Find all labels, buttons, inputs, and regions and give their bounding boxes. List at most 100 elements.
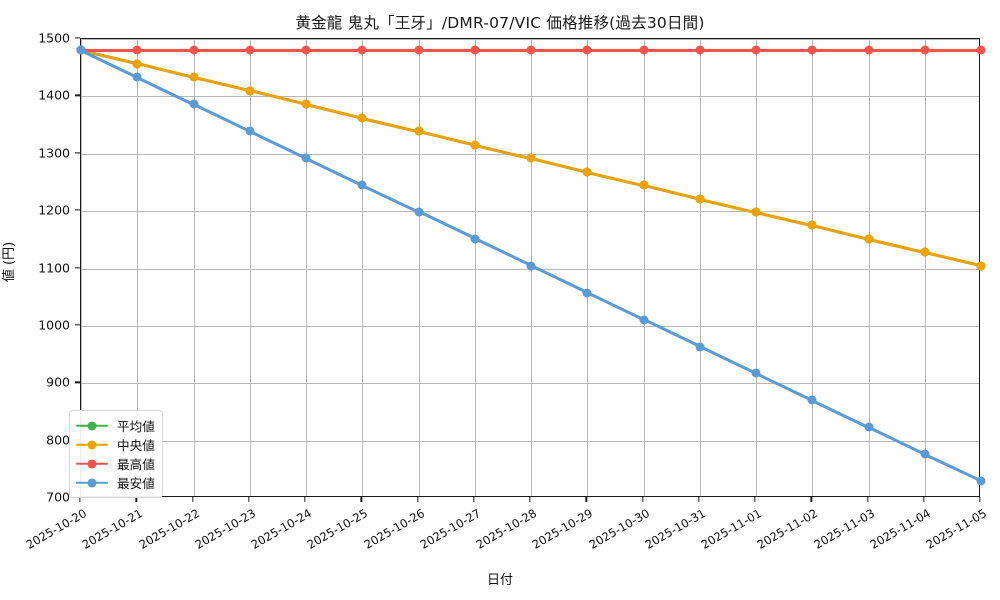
series-line-中央値 bbox=[305, 103, 363, 120]
data-point[interactable] bbox=[526, 153, 536, 163]
gridline-vertical bbox=[587, 39, 589, 496]
data-point[interactable] bbox=[470, 140, 480, 150]
y-axis-tick-label: 1400 bbox=[38, 87, 70, 103]
series-line-最高値 bbox=[812, 49, 869, 52]
data-point[interactable] bbox=[976, 45, 986, 55]
chart-legend[interactable]: 平均値 中央値 最高値 最安値 bbox=[69, 410, 163, 498]
chart-title: 黄金龍 鬼丸「王牙」/DMR-07/VIC 価格推移(過去30日間) bbox=[295, 14, 705, 32]
data-point[interactable] bbox=[639, 315, 648, 325]
series-line-最高値 bbox=[193, 49, 250, 52]
data-point[interactable] bbox=[245, 45, 255, 55]
data-point[interactable] bbox=[132, 72, 142, 82]
y-axis-label: 値 (円) bbox=[2, 241, 17, 283]
legend-swatch-icon bbox=[76, 420, 108, 432]
series-line-最安値 bbox=[924, 453, 982, 482]
data-point[interactable] bbox=[751, 45, 761, 55]
legend-item-平均値[interactable]: 平均値 bbox=[76, 416, 155, 435]
series-line-中央値 bbox=[474, 143, 532, 160]
legend-swatch-icon bbox=[76, 477, 108, 489]
legend-item-最高値[interactable]: 最高値 bbox=[76, 454, 155, 473]
data-point[interactable] bbox=[132, 45, 142, 55]
legend-swatch-icon bbox=[76, 458, 108, 470]
data-point[interactable] bbox=[976, 261, 986, 271]
data-point[interactable] bbox=[695, 194, 705, 204]
data-point[interactable] bbox=[582, 288, 592, 298]
x-axis-label: 日付 bbox=[486, 573, 513, 588]
data-point[interactable] bbox=[76, 45, 86, 55]
data-point[interactable] bbox=[414, 45, 423, 55]
legend-marker-dot-icon bbox=[87, 421, 97, 430]
legend-item-中央値[interactable]: 中央値 bbox=[76, 435, 155, 454]
series-line-最高値 bbox=[249, 49, 306, 52]
data-point[interactable] bbox=[357, 180, 367, 190]
data-point[interactable] bbox=[864, 234, 873, 244]
data-point[interactable] bbox=[751, 207, 761, 217]
data-point[interactable] bbox=[245, 126, 255, 136]
x-axis-tick-mark bbox=[529, 497, 531, 502]
gridline-horizontal bbox=[81, 96, 979, 98]
y-axis-tick-label: 1100 bbox=[38, 260, 70, 275]
data-point[interactable] bbox=[695, 45, 705, 55]
y-axis-tick-label: 1000 bbox=[38, 317, 70, 333]
y-axis-tick-label: 1200 bbox=[38, 202, 70, 218]
data-point[interactable] bbox=[245, 86, 255, 96]
data-point[interactable] bbox=[582, 45, 592, 55]
data-point[interactable] bbox=[301, 45, 311, 55]
data-point[interactable] bbox=[132, 59, 142, 69]
gridline-vertical bbox=[699, 39, 701, 496]
x-axis-tick-mark bbox=[473, 497, 475, 502]
data-point[interactable] bbox=[920, 247, 930, 257]
data-point[interactable] bbox=[920, 449, 930, 459]
legend-marker-dot-icon bbox=[87, 440, 97, 449]
data-point[interactable] bbox=[189, 45, 198, 55]
y-axis-tick-label: 800 bbox=[46, 432, 70, 448]
data-point[interactable] bbox=[357, 45, 367, 55]
x-axis-tick-mark bbox=[585, 497, 587, 502]
data-point[interactable] bbox=[582, 167, 592, 177]
gridline-horizontal bbox=[81, 325, 979, 327]
series-line-最高値 bbox=[531, 49, 588, 52]
data-point[interactable] bbox=[301, 153, 311, 163]
data-point[interactable] bbox=[526, 45, 536, 55]
series-line-最安値 bbox=[867, 426, 926, 456]
data-point[interactable] bbox=[357, 113, 367, 123]
data-point[interactable] bbox=[751, 368, 761, 378]
x-axis-tick-mark bbox=[754, 497, 756, 502]
data-point[interactable] bbox=[301, 99, 311, 109]
data-point[interactable] bbox=[807, 220, 817, 230]
data-point[interactable] bbox=[414, 207, 423, 217]
data-point[interactable] bbox=[864, 422, 873, 432]
y-axis-tick-mark bbox=[75, 37, 80, 39]
data-point[interactable] bbox=[864, 45, 873, 55]
gridline-vertical bbox=[249, 39, 251, 496]
data-point[interactable] bbox=[470, 234, 480, 244]
series-line-最安値 bbox=[417, 210, 476, 240]
data-point[interactable] bbox=[976, 476, 986, 486]
data-point[interactable] bbox=[470, 45, 480, 55]
y-axis-tick-mark bbox=[75, 381, 80, 383]
data-point[interactable] bbox=[526, 261, 536, 271]
gridline-vertical bbox=[474, 39, 476, 496]
data-point[interactable] bbox=[189, 72, 198, 82]
data-point[interactable] bbox=[920, 45, 930, 55]
data-point[interactable] bbox=[189, 99, 198, 109]
y-axis-tick-mark bbox=[75, 266, 80, 269]
x-axis-tick-mark bbox=[810, 497, 812, 502]
data-point[interactable] bbox=[639, 45, 648, 55]
data-point[interactable] bbox=[807, 45, 817, 55]
x-axis-tick-mark bbox=[135, 497, 137, 502]
data-point[interactable] bbox=[414, 126, 423, 136]
series-line-最安値 bbox=[586, 291, 645, 321]
y-axis-tick-mark bbox=[75, 152, 80, 154]
series-line-最安値 bbox=[474, 237, 532, 267]
data-point[interactable] bbox=[807, 395, 817, 405]
gridline-horizontal bbox=[81, 383, 979, 385]
series-line-最安値 bbox=[249, 130, 307, 160]
legend-item-最安値[interactable]: 最安値 bbox=[76, 473, 155, 492]
x-axis-tick-mark bbox=[979, 497, 981, 502]
data-point[interactable] bbox=[639, 180, 648, 190]
x-axis-tick-mark bbox=[698, 497, 700, 502]
series-line-最高値 bbox=[587, 49, 644, 52]
series-line-最安値 bbox=[192, 103, 251, 133]
data-point[interactable] bbox=[695, 342, 705, 352]
